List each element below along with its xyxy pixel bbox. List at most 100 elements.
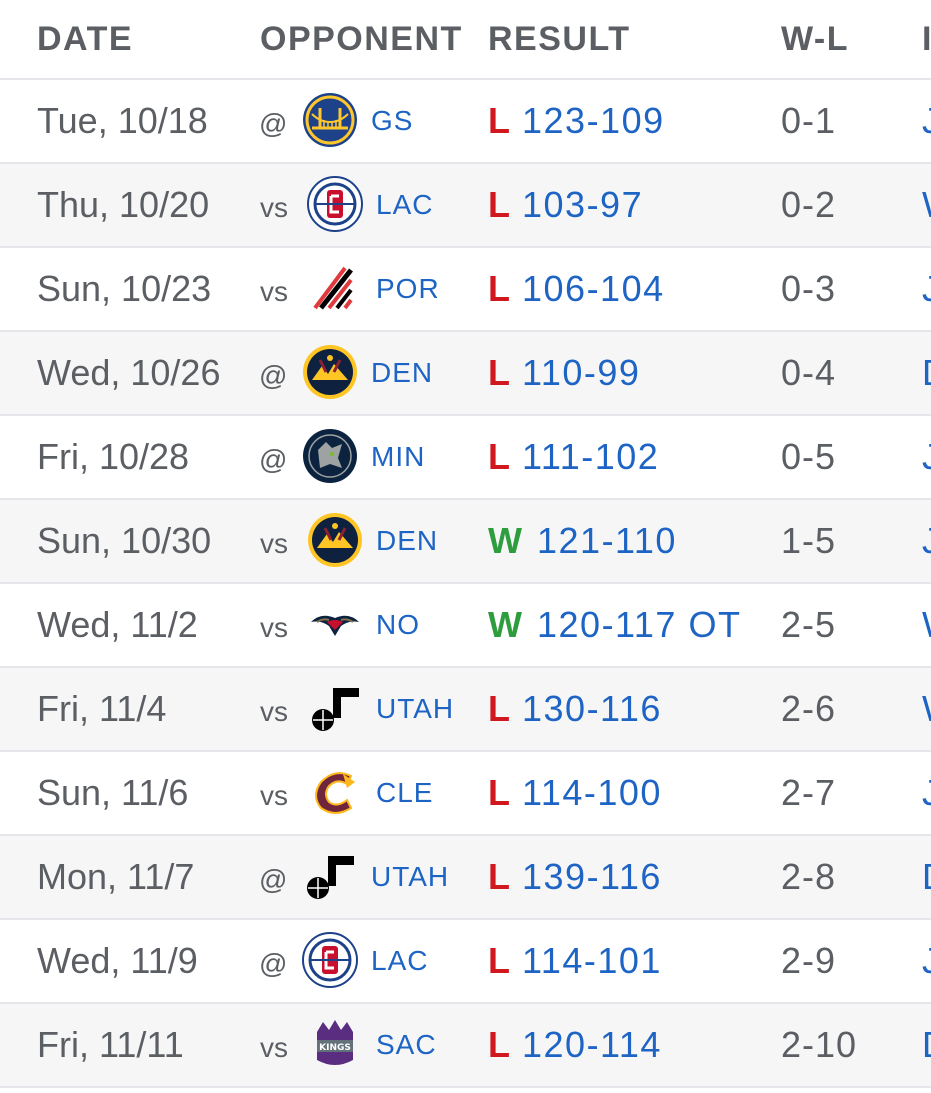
win-loss-indicator: L (488, 268, 510, 309)
season-record: 2-7 (781, 772, 837, 813)
season-record: 1-5 (781, 520, 837, 561)
schedule-header: DATE OPPONENT RESULT W-L I (0, 0, 931, 80)
partial-column-cell[interactable]: J (922, 520, 931, 561)
season-record: 0-1 (781, 100, 837, 141)
opponent-link[interactable]: LAC (376, 189, 434, 220)
game-score-link[interactable]: 106-104 (522, 268, 665, 309)
win-loss-indicator: W (488, 604, 522, 645)
game-date: Fri, 11/11 (37, 1024, 184, 1065)
game-row[interactable]: Wed, 10/26 @ DEN L 110-99 0-4 D (0, 332, 931, 416)
game-score-link[interactable]: 114-100 (522, 772, 662, 813)
game-date: Fri, 10/28 (37, 436, 190, 477)
home-away-indicator: @ (259, 948, 288, 979)
season-record: 2-6 (781, 688, 837, 729)
win-loss-indicator: L (488, 688, 510, 729)
nuggets-logo-icon[interactable] (302, 344, 358, 400)
partial-column-cell[interactable]: D (922, 856, 931, 898)
kings-logo-icon[interactable]: KINGS (307, 1016, 363, 1072)
home-away-indicator: @ (259, 864, 288, 895)
home-away-indicator: @ (259, 108, 288, 139)
opponent-link[interactable]: MIN (371, 441, 426, 472)
partial-column-cell[interactable]: D (922, 1024, 931, 1066)
game-score-link[interactable]: 103-97 (522, 184, 644, 225)
pelicans-logo-icon[interactable] (307, 596, 363, 652)
opponent-link[interactable]: NO (376, 609, 420, 640)
partial-column-cell[interactable]: J (922, 436, 931, 477)
opponent-link[interactable]: SAC (376, 1029, 437, 1060)
timberwolves-logo-icon[interactable] (302, 428, 358, 484)
jazz-logo-icon[interactable] (307, 680, 363, 736)
win-loss-indicator: L (488, 100, 510, 141)
result-column-header: RESULT (488, 20, 631, 58)
game-row[interactable]: Tue, 10/18 @ GS L 123-109 0-1 J (0, 80, 931, 164)
partial-column-cell[interactable]: J (922, 772, 931, 813)
game-row[interactable]: Sun, 10/23 vs POR L 106-104 0-3 J (0, 248, 931, 332)
game-row[interactable]: Wed, 11/2 vs NO W 120-117 OT 2-5 W (0, 584, 931, 668)
win-loss-indicator: W (488, 520, 522, 561)
season-record: 0-4 (781, 352, 837, 393)
game-score-link[interactable]: 114-101 (522, 940, 662, 981)
game-row[interactable]: Sun, 11/6 vs CLE L 114-100 2-7 J (0, 752, 931, 836)
partial-column-cell[interactable]: J (922, 268, 931, 309)
nuggets-logo-icon[interactable] (307, 512, 363, 568)
game-score-link[interactable]: 111-102 (522, 436, 660, 477)
game-row[interactable]: Mon, 11/7 @ UTAH L 139-116 2-8 D (0, 836, 931, 920)
partial-column-cell[interactable]: W (922, 184, 931, 226)
opponent-link[interactable]: LAC (371, 945, 429, 976)
clippers-logo-icon[interactable] (307, 176, 363, 232)
clippers-logo-icon[interactable] (302, 932, 358, 988)
season-record: 0-3 (781, 268, 837, 309)
warriors-logo-icon[interactable] (302, 92, 358, 148)
partial-column-cell[interactable]: W (922, 688, 931, 730)
svg-text:KINGS: KINGS (319, 1043, 351, 1053)
season-record: 2-8 (781, 856, 837, 897)
game-row[interactable]: Fri, 10/28 @ MIN L 111-102 0-5 J (0, 416, 931, 500)
win-loss-indicator: L (488, 1024, 510, 1065)
opponent-link[interactable]: UTAH (371, 861, 450, 892)
season-record: 2-9 (781, 940, 837, 981)
game-score-link[interactable]: 123-109 (522, 100, 665, 141)
partial-column-cell[interactable]: D (922, 352, 931, 394)
season-record: 2-10 (781, 1024, 858, 1065)
jazz-logo-icon[interactable] (302, 848, 358, 904)
opponent-link[interactable]: GS (371, 105, 414, 136)
game-row[interactable]: Wed, 11/9 @ LAC L 114-101 2-9 J (0, 920, 931, 1004)
game-score-link[interactable]: 139-116 (522, 856, 662, 897)
opponent-link[interactable]: UTAH (376, 693, 455, 724)
game-score-link[interactable]: 130-116 (522, 688, 662, 729)
win-loss-indicator: L (488, 940, 510, 981)
partial-column-cell[interactable]: J (922, 100, 931, 141)
home-away-indicator: vs (260, 192, 288, 223)
game-date: Wed, 10/26 (37, 352, 221, 393)
game-date: Wed, 11/2 (37, 604, 198, 645)
season-record: 0-5 (781, 436, 837, 477)
game-row[interactable]: Fri, 11/4 vs UTAH L 130-116 2-6 W (0, 668, 931, 752)
season-record: 0-2 (781, 184, 837, 225)
game-row[interactable]: Sun, 10/30 vs DEN W 121-110 1-5 J (0, 500, 931, 584)
game-score-link[interactable]: 110-99 (522, 352, 641, 393)
game-date: Fri, 11/4 (37, 688, 167, 729)
opponent-link[interactable]: DEN (376, 525, 439, 556)
opponent-link[interactable]: POR (376, 273, 440, 304)
game-score-link[interactable]: 121-110 (537, 520, 677, 561)
cavaliers-logo-icon[interactable] (307, 764, 363, 820)
win-loss-indicator: L (488, 772, 510, 813)
blazers-logo-icon[interactable] (307, 260, 363, 316)
win-loss-indicator: L (488, 352, 510, 393)
opponent-link[interactable]: DEN (371, 357, 434, 388)
home-away-indicator: vs (260, 696, 288, 727)
win-loss-indicator: L (488, 184, 510, 225)
partial-column-cell[interactable]: W (922, 604, 931, 646)
game-date: Thu, 10/20 (37, 184, 210, 225)
game-row[interactable]: Thu, 10/20 vs LAC L 103-97 0-2 W (0, 164, 931, 248)
opponent-link[interactable]: CLE (376, 777, 434, 808)
game-score-link[interactable]: 120-114 (522, 1024, 662, 1065)
partial-column-header: I (922, 20, 931, 58)
home-away-indicator: vs (260, 1032, 288, 1063)
season-record: 2-5 (781, 604, 837, 645)
game-score-link[interactable]: 120-117 OT (537, 604, 742, 645)
partial-column-cell[interactable]: J (922, 940, 931, 981)
opponent-column-header: OPPONENT (260, 20, 463, 58)
win-loss-indicator: L (488, 436, 510, 477)
game-row[interactable]: Fri, 11/11 vs KINGS SAC L 120-114 2-10 D (0, 1004, 931, 1088)
